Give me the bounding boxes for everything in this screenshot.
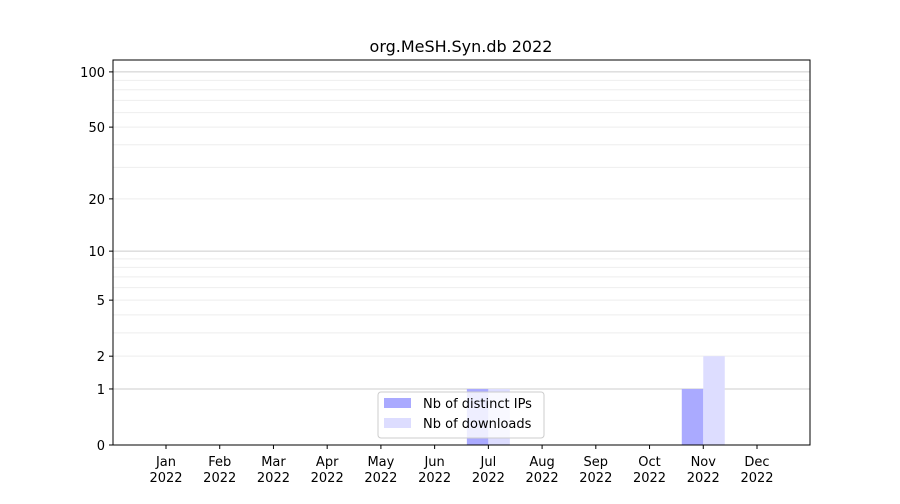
x-tick-label: 2022: [257, 471, 290, 486]
x-tick-label: Nov: [691, 455, 717, 470]
x-tick-label: 2022: [149, 471, 182, 486]
chart-title: org.MeSH.Syn.db 2022: [370, 37, 553, 56]
plot-frame: [112, 59, 811, 446]
y-tick-label: 10: [88, 245, 105, 260]
x-tick-label: Mar: [261, 455, 286, 470]
x-tick-label: 2022: [418, 471, 451, 486]
y-tick-label: 0: [97, 439, 105, 454]
x-tick-label: Feb: [208, 455, 231, 470]
legend-swatch: [384, 398, 411, 408]
y-tick-label: 1: [97, 383, 105, 398]
x-tick-label: 2022: [203, 471, 236, 486]
x-axis: Jan2022Feb2022Mar2022Apr2022May2022Jun20…: [149, 445, 774, 486]
legend-box: [377, 391, 545, 439]
y-tick-label: 100: [80, 66, 105, 81]
x-tick-label: May: [367, 455, 394, 470]
x-tick-label: Jul: [480, 455, 497, 470]
y-tick-label: 5: [97, 294, 105, 309]
x-tick-label: 2022: [633, 471, 666, 486]
x-tick-label: Sep: [584, 455, 609, 470]
grid: [113, 71, 810, 390]
x-tick-label: 2022: [526, 471, 559, 486]
x-tick-label: Oct: [638, 455, 660, 470]
legend: Nb of distinct IPs Nb of downloads: [377, 391, 545, 439]
legend-label: Nb of downloads: [423, 417, 532, 432]
x-tick-label: 2022: [311, 471, 344, 486]
x-tick-label: Aug: [529, 455, 554, 470]
x-tick-label: 2022: [687, 471, 720, 486]
bar: [681, 388, 704, 445]
y-tick-label: 50: [88, 121, 105, 136]
x-tick-label: 2022: [472, 471, 505, 486]
legend-swatch: [384, 418, 411, 428]
x-tick-label: 2022: [364, 471, 397, 486]
y-axis: 0 1 2 5 10 20 50 100: [80, 66, 113, 454]
legend-label: Nb of distinct IPs: [423, 397, 532, 412]
x-tick-label: Jun: [423, 455, 444, 470]
x-tick-label: Jan: [155, 455, 176, 470]
y-tick-label: 2: [97, 350, 105, 365]
y-tick-label: 20: [88, 193, 105, 208]
x-tick-label: Dec: [744, 455, 769, 470]
x-tick-label: 2022: [579, 471, 612, 486]
bar: [703, 356, 725, 445]
x-tick-label: Apr: [316, 455, 339, 470]
x-tick-label: 2022: [740, 471, 773, 486]
